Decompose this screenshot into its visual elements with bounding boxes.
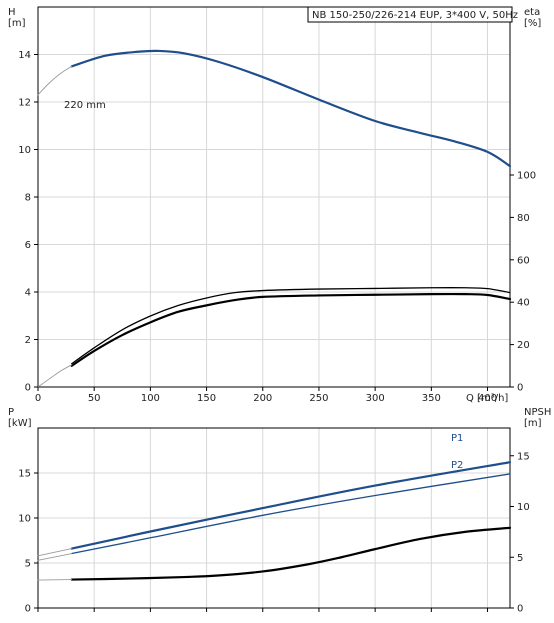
bottom-y2-tick-labels: 0 5 10 15 xyxy=(510,451,530,615)
y-tick-label: 8 xyxy=(25,193,31,204)
y-tick-label: 2 xyxy=(25,335,31,346)
bottom-grid xyxy=(38,428,510,608)
power-npsh-chart: 0 5 10 15 0 5 10 15 P [kW] NPSH [m] P1 P2 xyxy=(8,407,551,615)
x-tick-label: 150 xyxy=(197,393,216,404)
y2-axis-label-eta: eta xyxy=(524,7,540,18)
top-y-tick-labels: 0 2 4 6 8 10 12 14 xyxy=(18,50,38,394)
x-tick-label: 400 xyxy=(478,393,497,404)
y-tick-label: 5 xyxy=(25,559,31,570)
x-tick-label: 50 xyxy=(88,393,101,404)
y-tick-label: 0 xyxy=(25,383,31,394)
y2-tick-label: 40 xyxy=(517,298,530,309)
series-line-eta-upper xyxy=(71,287,511,365)
top-x-tick-labels: 0 50 100 150 200 250 300 350 400 xyxy=(35,387,497,404)
y-tick-label: 6 xyxy=(25,240,31,251)
bottom-series xyxy=(37,461,512,581)
y2-axis-label-npsh: NPSH xyxy=(524,407,551,418)
x-tick-label: 200 xyxy=(253,393,272,404)
series-line-p1 xyxy=(70,461,512,550)
series-line-head-extrapolated xyxy=(37,65,73,96)
x-tick-label: 100 xyxy=(141,393,160,404)
y-axis-unit-kw: [kW] xyxy=(8,418,32,429)
y2-tick-label: 5 xyxy=(517,553,523,564)
y-tick-label: 10 xyxy=(18,514,31,525)
y2-tick-label: 15 xyxy=(517,451,530,462)
y2-tick-label: 0 xyxy=(517,383,523,394)
series-line-p2 xyxy=(71,473,511,555)
series-line-eta-extrapolated xyxy=(37,364,73,388)
x-tick-label: 300 xyxy=(366,393,385,404)
y2-axis-unit-percent: [%] xyxy=(524,18,541,29)
y2-axis-unit-m: [m] xyxy=(524,418,542,429)
legend-p2-label: P2 xyxy=(451,460,463,471)
bottom-y-tick-labels: 0 5 10 15 xyxy=(18,469,489,615)
series-line-head xyxy=(70,49,512,168)
series-line-p1-extrapolated xyxy=(37,548,73,557)
y2-tick-label: 10 xyxy=(517,502,530,513)
y-tick-label: 10 xyxy=(18,145,31,156)
chart-title-box xyxy=(307,6,513,23)
series-line-npsh-extrapolated xyxy=(37,579,73,581)
y-tick-label: 0 xyxy=(25,604,31,615)
x-axis-label-q: Q [m³/h] xyxy=(466,393,508,404)
y2-tick-label: 20 xyxy=(517,340,530,351)
impeller-diameter-annotation: 220 mm xyxy=(64,100,106,111)
series-line-eta-lower xyxy=(70,292,512,367)
x-tick-label: 350 xyxy=(422,393,441,404)
head-efficiency-chart: 0 50 100 150 200 250 300 350 400 0 2 4 6 8 10 12 14 0 20… xyxy=(8,6,541,404)
y-tick-label: 15 xyxy=(18,469,31,480)
y-axis-label-p: P xyxy=(8,407,14,418)
top-series xyxy=(37,49,512,388)
x-tick-label: 250 xyxy=(309,393,328,404)
y-tick-label: 14 xyxy=(18,50,31,61)
y-axis-unit-m: [m] xyxy=(8,18,26,29)
y-tick-label: 4 xyxy=(25,288,31,299)
series-line-p2-extrapolated xyxy=(37,553,73,561)
y2-tick-label: 0 xyxy=(517,604,523,615)
y2-tick-label: 80 xyxy=(517,213,530,224)
y-tick-label: 12 xyxy=(18,98,31,109)
chart-title: NB 150-250/226-214 EUP, 3*400 V, 50Hz xyxy=(312,10,518,21)
legend-p1-label: P1 xyxy=(451,433,463,444)
top-y2-tick-labels: 0 20 40 60 80 100 xyxy=(510,171,536,394)
y2-tick-label: 100 xyxy=(517,171,536,182)
top-grid xyxy=(38,7,510,387)
x-tick-label: 0 xyxy=(35,393,41,404)
series-line-npsh xyxy=(70,526,512,581)
y-axis-label-h: H xyxy=(8,7,16,18)
y2-tick-label: 60 xyxy=(517,255,530,266)
